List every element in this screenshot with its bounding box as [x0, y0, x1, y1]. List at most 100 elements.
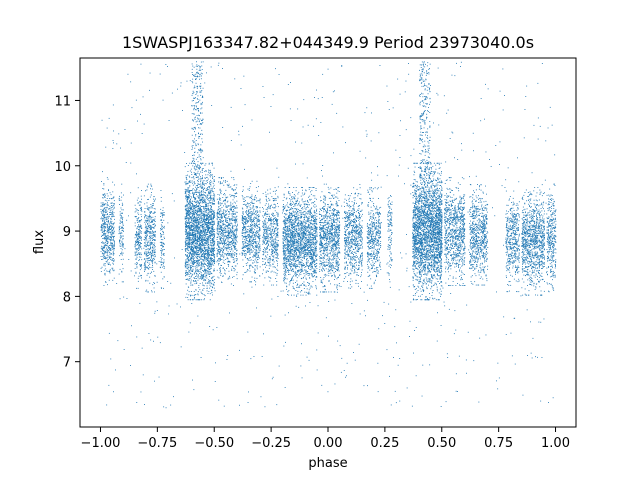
data-point — [122, 235, 124, 237]
data-point — [152, 212, 154, 214]
data-point — [232, 213, 234, 215]
data-point — [119, 268, 121, 270]
data-point — [121, 242, 123, 244]
data-point — [223, 184, 225, 186]
data-point — [145, 226, 147, 228]
data-point — [163, 287, 164, 289]
data-point — [212, 231, 213, 233]
data-point — [195, 239, 197, 241]
data-point — [211, 209, 213, 211]
data-point — [206, 229, 208, 231]
data-point — [204, 229, 206, 231]
data-point — [256, 266, 258, 268]
data-point — [236, 225, 238, 226]
data-point — [211, 220, 213, 222]
data-point — [220, 231, 221, 232]
data-point — [154, 247, 156, 249]
data-point — [220, 259, 222, 261]
data-point — [230, 251, 231, 252]
data-point — [143, 265, 145, 267]
data-point — [190, 225, 192, 227]
data-point — [228, 224, 230, 225]
data-point — [186, 239, 188, 241]
data-point — [151, 207, 153, 209]
data-point — [230, 207, 232, 208]
data-point — [227, 231, 229, 233]
data-point — [211, 206, 212, 207]
data-point — [228, 185, 230, 186]
data-point — [184, 206, 186, 208]
data-point — [200, 216, 202, 218]
data-point — [188, 209, 189, 211]
data-point — [229, 249, 231, 251]
data-point — [189, 229, 191, 230]
data-point — [225, 220, 227, 221]
data-point — [105, 230, 107, 231]
data-point — [212, 199, 214, 201]
data-point — [145, 290, 147, 292]
data-point — [218, 224, 220, 226]
data-point — [222, 177, 224, 179]
data-point — [195, 219, 197, 221]
data-point — [186, 265, 188, 266]
data-point — [229, 277, 231, 279]
data-point — [113, 261, 115, 262]
data-point — [207, 195, 209, 197]
data-point — [198, 285, 200, 286]
data-point — [138, 230, 140, 232]
data-point — [185, 205, 187, 207]
data-point — [208, 222, 210, 223]
data-point — [189, 241, 191, 243]
data-point — [222, 223, 224, 225]
data-point — [191, 190, 193, 191]
data-point — [256, 200, 257, 202]
data-point — [187, 268, 189, 270]
data-point — [198, 254, 200, 256]
data-point — [233, 197, 235, 199]
data-point — [201, 206, 203, 207]
data-point — [220, 250, 222, 251]
data-point — [212, 227, 213, 229]
data-point — [214, 254, 215, 256]
data-point — [147, 183, 149, 185]
data-point — [185, 266, 187, 268]
data-point — [199, 219, 201, 221]
data-point — [196, 195, 198, 197]
data-point — [191, 218, 193, 220]
data-point — [138, 243, 139, 244]
data-point — [207, 257, 209, 259]
data-point — [211, 246, 213, 248]
data-point — [190, 251, 191, 253]
data-point — [219, 222, 221, 223]
data-point — [102, 210, 103, 212]
data-point — [104, 203, 106, 205]
data-point — [206, 242, 208, 244]
data-point — [109, 192, 111, 194]
data-point — [138, 260, 140, 261]
data-point — [138, 244, 140, 246]
data-point — [110, 239, 112, 241]
data-point — [233, 285, 234, 286]
data-point — [197, 201, 199, 203]
data-point — [224, 181, 226, 183]
data-point — [209, 299, 211, 301]
data-point — [248, 240, 250, 242]
data-point — [231, 209, 232, 211]
data-point — [208, 243, 210, 245]
data-point — [229, 224, 231, 226]
data-point — [190, 295, 191, 297]
data-point — [106, 193, 108, 195]
data-point — [191, 239, 193, 241]
data-point — [103, 203, 105, 205]
data-point — [200, 262, 202, 263]
data-point — [209, 271, 210, 273]
data-point — [234, 224, 236, 226]
data-point — [213, 203, 214, 204]
data-point — [213, 223, 215, 225]
data-point — [109, 247, 110, 248]
data-point — [201, 231, 203, 232]
data-point — [152, 258, 154, 260]
data-point — [121, 196, 123, 198]
data-point — [205, 222, 207, 223]
data-point — [189, 225, 191, 227]
